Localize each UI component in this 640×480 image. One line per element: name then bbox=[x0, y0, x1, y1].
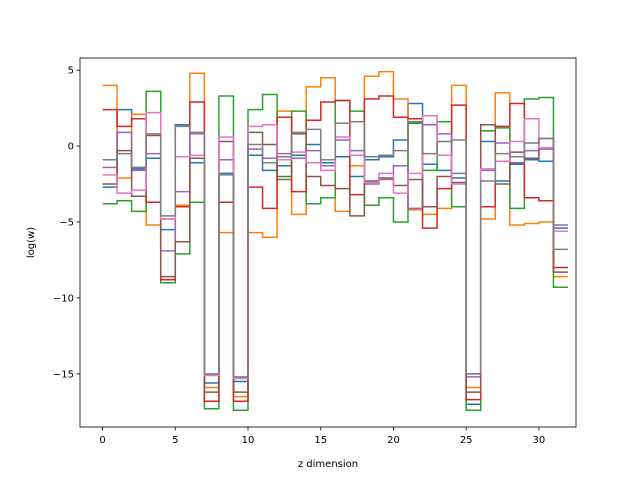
y-axis-label: log(w) bbox=[26, 227, 37, 258]
x-tick-label: 0 bbox=[99, 435, 105, 446]
x-tick-label: 15 bbox=[314, 435, 327, 446]
series-line-4 bbox=[102, 95, 568, 402]
y-tick-label: −15 bbox=[53, 369, 74, 380]
x-tick-label: 5 bbox=[172, 435, 178, 446]
x-tick-label: 25 bbox=[460, 435, 473, 446]
x-tick-label: 20 bbox=[387, 435, 400, 446]
y-tick-label: 5 bbox=[68, 66, 74, 77]
axes-frame bbox=[79, 57, 577, 428]
x-tick-label: 10 bbox=[242, 435, 255, 446]
series-layer bbox=[102, 70, 568, 412]
x-tick-label: 30 bbox=[533, 435, 546, 446]
y-tick-label: −5 bbox=[59, 218, 74, 229]
y-axis: 5 0 −5 −10 −15 bbox=[53, 66, 80, 380]
series-line-8 bbox=[102, 121, 568, 378]
y-tick-label: −10 bbox=[53, 293, 74, 304]
y-tick-label: 0 bbox=[68, 142, 74, 153]
series-line-6 bbox=[102, 124, 568, 393]
x-axis-label: z dimension bbox=[298, 459, 358, 470]
x-axis: 0 5 10 15 20 25 30 bbox=[99, 427, 545, 446]
